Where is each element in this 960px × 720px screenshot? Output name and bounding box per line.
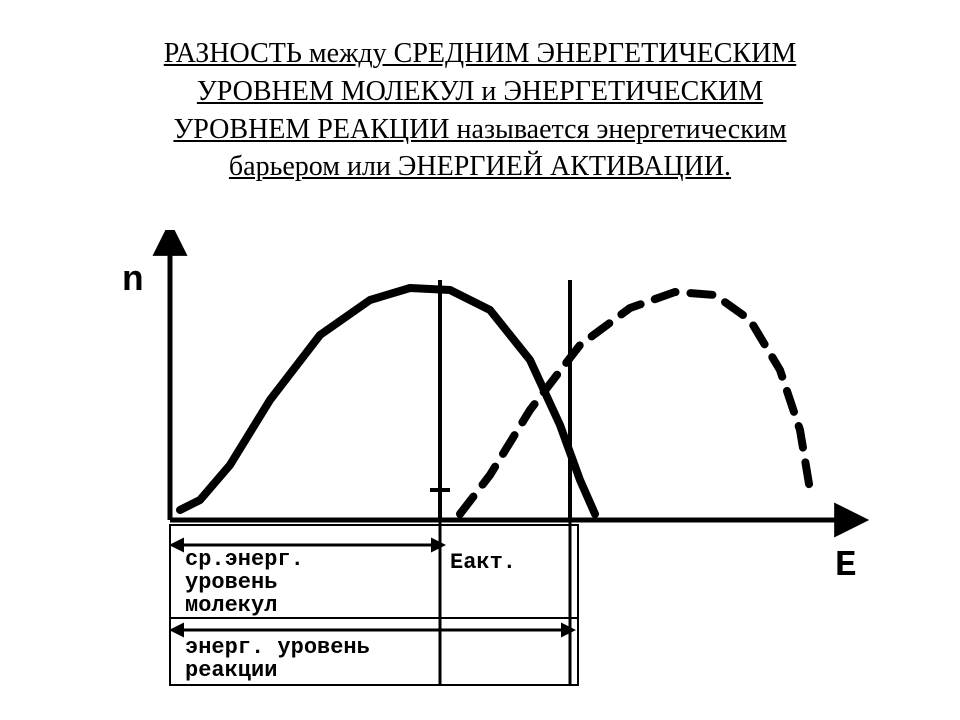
y-axis-label: n bbox=[122, 260, 144, 301]
x-axis-label: E bbox=[835, 545, 857, 586]
reaction-energy-level-label: энерг. уровень bbox=[185, 635, 370, 660]
title-line-3: УРОВНЕМ РЕАКЦИИ называется энергетически… bbox=[173, 114, 786, 145]
activation-energy-label: Eакт. bbox=[450, 550, 516, 575]
chart-container: n Eср.энерг.уровеньмолекул Eакт. энерг. уро… bbox=[90, 230, 870, 700]
title-line-2: УРОВНЕМ МОЛЕКУЛ и ЭНЕРГЕТИЧЕСКИМ bbox=[197, 76, 763, 107]
avg-energy-level-label: уровень bbox=[185, 570, 277, 595]
energy-distribution-chart: n Eср.энерг.уровеньмолекул Eакт. энерг. уро… bbox=[90, 230, 870, 700]
avg-energy-level-label: ср.энерг. bbox=[185, 547, 304, 572]
reaction-energy-level-label: реакции bbox=[185, 658, 277, 683]
title-line-1: РАЗНОСТЬ между СРЕДНИМ ЭНЕРГЕТИЧЕСКИМ bbox=[164, 38, 796, 69]
title-line-4: барьером или ЭНЕРГИЕЙ АКТИВАЦИИ. bbox=[229, 151, 731, 182]
title-block: РАЗНОСТЬ между СРЕДНИМ ЭНЕРГЕТИЧЕСКИМ УР… bbox=[50, 35, 910, 186]
avg-energy-level-label: молекул bbox=[185, 593, 277, 618]
distribution-curve-dashed bbox=[460, 292, 810, 514]
